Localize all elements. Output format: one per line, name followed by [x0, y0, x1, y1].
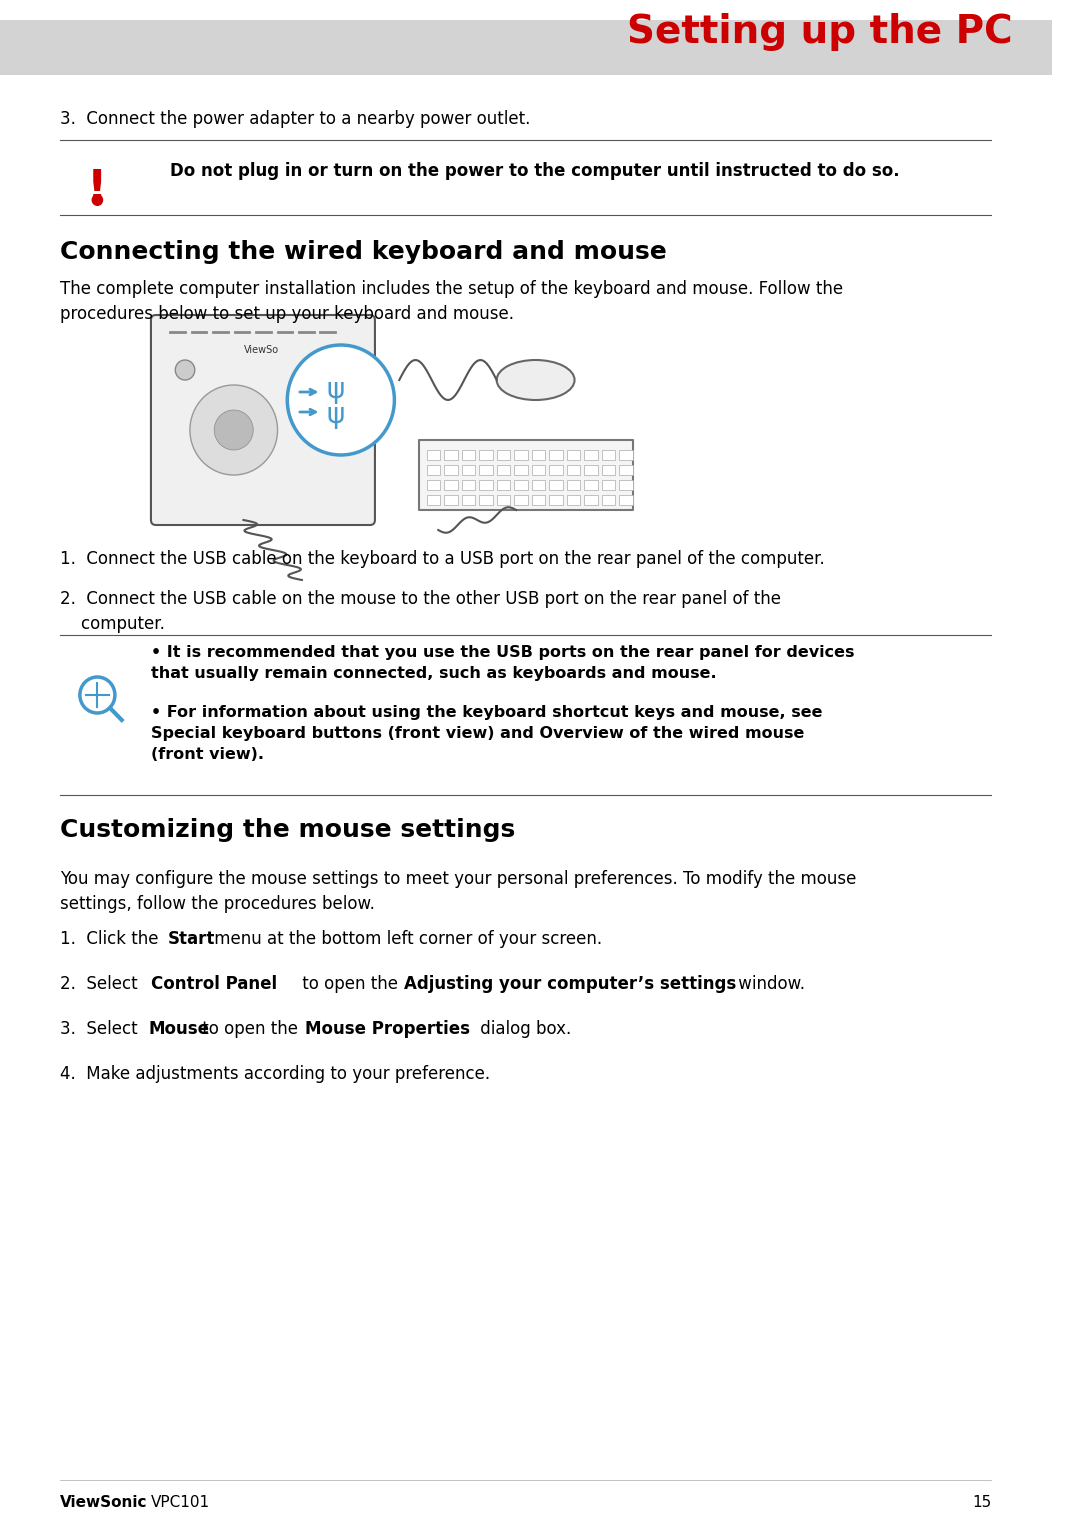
Bar: [550, 479, 563, 490]
Bar: [619, 479, 633, 490]
Bar: [480, 479, 492, 490]
Bar: [531, 466, 545, 475]
Bar: [444, 479, 458, 490]
Bar: [584, 495, 598, 505]
Bar: [514, 450, 528, 460]
Text: ViewSo: ViewSo: [243, 345, 279, 354]
Bar: [480, 450, 492, 460]
Circle shape: [287, 345, 394, 455]
Text: 2.  Select: 2. Select: [60, 976, 144, 993]
Bar: [461, 495, 475, 505]
Text: ψ: ψ: [327, 376, 346, 405]
Bar: [497, 479, 510, 490]
Text: Mouse Properties: Mouse Properties: [305, 1020, 470, 1038]
Text: • It is recommended that you use the USB ports on the rear panel for devices
tha: • It is recommended that you use the USB…: [151, 644, 854, 681]
Text: The complete computer installation includes the setup of the keyboard and mouse.: The complete computer installation inclu…: [60, 279, 843, 324]
Bar: [427, 450, 441, 460]
Text: 1.  Connect the USB cable on the keyboard to a USB port on the rear panel of the: 1. Connect the USB cable on the keyboard…: [60, 550, 825, 568]
Bar: [550, 450, 563, 460]
Bar: [531, 495, 545, 505]
Text: 2.  Connect the USB cable on the mouse to the other USB port on the rear panel o: 2. Connect the USB cable on the mouse to…: [60, 589, 781, 634]
Bar: [497, 450, 510, 460]
Bar: [619, 495, 633, 505]
Bar: [531, 479, 545, 490]
Text: to open the: to open the: [297, 976, 403, 993]
Bar: [444, 495, 458, 505]
Bar: [531, 450, 545, 460]
Bar: [0, 20, 1052, 75]
Bar: [602, 450, 616, 460]
Text: !: !: [87, 168, 108, 211]
Text: ψ: ψ: [327, 402, 346, 429]
Bar: [427, 479, 441, 490]
Bar: [461, 479, 475, 490]
Bar: [602, 495, 616, 505]
Text: 1.  Click the: 1. Click the: [60, 930, 164, 948]
Bar: [514, 495, 528, 505]
Text: menu at the bottom left corner of your screen.: menu at the bottom left corner of your s…: [210, 930, 603, 948]
Bar: [602, 479, 616, 490]
Bar: [584, 466, 598, 475]
Bar: [567, 479, 580, 490]
Bar: [497, 495, 510, 505]
Text: ViewSonic: ViewSonic: [60, 1495, 148, 1510]
Bar: [514, 479, 528, 490]
Bar: [584, 450, 598, 460]
Bar: [584, 479, 598, 490]
Bar: [419, 440, 633, 510]
Bar: [567, 466, 580, 475]
Text: 4.  Make adjustments according to your preference.: 4. Make adjustments according to your pr…: [60, 1064, 490, 1083]
Text: Adjusting your computer’s settings: Adjusting your computer’s settings: [404, 976, 737, 993]
Bar: [514, 466, 528, 475]
Bar: [602, 466, 616, 475]
Bar: [444, 466, 458, 475]
Circle shape: [175, 360, 194, 380]
FancyBboxPatch shape: [151, 315, 375, 525]
Ellipse shape: [497, 360, 575, 400]
Circle shape: [92, 194, 104, 206]
Text: • For information about using the keyboard shortcut keys and mouse, see
Special : • For information about using the keyboa…: [151, 705, 823, 762]
Bar: [550, 495, 563, 505]
Bar: [427, 495, 441, 505]
Text: 3.  Select: 3. Select: [60, 1020, 144, 1038]
Bar: [619, 450, 633, 460]
Bar: [497, 466, 510, 475]
Bar: [444, 450, 458, 460]
Text: to open the: to open the: [197, 1020, 303, 1038]
Bar: [567, 495, 580, 505]
Text: VPC101: VPC101: [151, 1495, 211, 1510]
Text: window.: window.: [733, 976, 806, 993]
Text: You may configure the mouse settings to meet your personal preferences. To modif: You may configure the mouse settings to …: [60, 870, 856, 913]
Bar: [480, 495, 492, 505]
Bar: [480, 466, 492, 475]
Text: Mouse: Mouse: [148, 1020, 210, 1038]
Text: 3.  Connect the power adapter to a nearby power outlet.: 3. Connect the power adapter to a nearby…: [60, 110, 530, 128]
Bar: [567, 450, 580, 460]
Bar: [550, 466, 563, 475]
Bar: [461, 466, 475, 475]
Text: Control Panel: Control Panel: [151, 976, 278, 993]
Text: dialog box.: dialog box.: [475, 1020, 571, 1038]
Circle shape: [190, 385, 278, 475]
Text: Start: Start: [167, 930, 215, 948]
Bar: [427, 466, 441, 475]
Circle shape: [214, 411, 253, 450]
Text: Connecting the wired keyboard and mouse: Connecting the wired keyboard and mouse: [60, 240, 667, 264]
Text: Setting up the PC: Setting up the PC: [627, 14, 1013, 50]
Text: Do not plug in or turn on the power to the computer until instructed to do so.: Do not plug in or turn on the power to t…: [171, 162, 900, 180]
Bar: [461, 450, 475, 460]
Bar: [619, 466, 633, 475]
Text: Customizing the mouse settings: Customizing the mouse settings: [60, 818, 515, 841]
Text: 15: 15: [972, 1495, 991, 1510]
